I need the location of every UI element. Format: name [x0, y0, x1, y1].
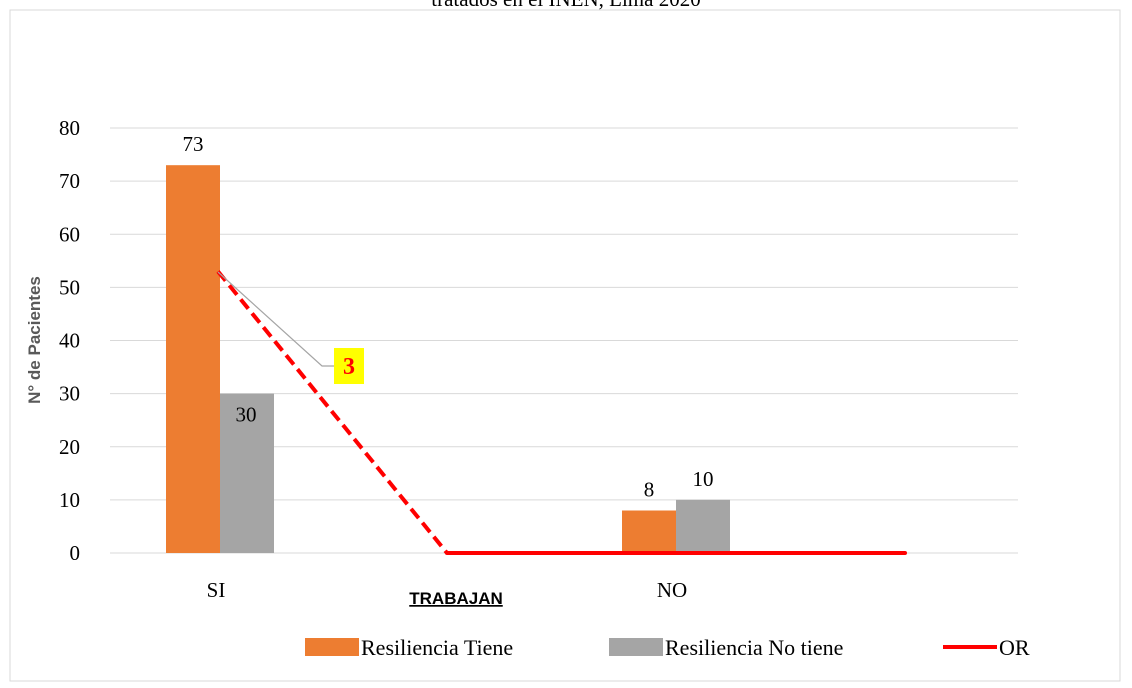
y-tick-label-50: 50: [59, 275, 80, 299]
bar-no-series-0: [622, 510, 676, 553]
legend-swatch-tiene: [305, 638, 359, 656]
bar-no-series-1: [676, 499, 730, 553]
y-tick-label-10: 10: [59, 488, 80, 512]
y-axis-title: N° de Pacientes: [25, 276, 44, 404]
bar-label-no-series-0: 8: [644, 478, 655, 502]
x-axis-title: TRABAJAN: [409, 589, 503, 608]
bar-data-labels: 73 8 30 10: [183, 132, 714, 501]
y-tick-label-40: 40: [59, 329, 80, 353]
x-tick-label-si: SI: [207, 578, 226, 602]
x-tick-label-no: NO: [657, 578, 687, 602]
legend-swatch-no-tiene: [609, 638, 663, 656]
y-axis-ticks: 0 10 20 30 40 50 60 70 80: [59, 116, 80, 565]
bar-label-no-series-1: 10: [693, 467, 714, 491]
bars: [166, 165, 730, 553]
or-line-dashed-segment: [216, 270, 449, 555]
y-tick-label-20: 20: [59, 435, 80, 459]
x-axis-ticks: SI NO: [207, 578, 688, 602]
bar-si-series-1: [220, 393, 274, 553]
annotation-box: [334, 348, 364, 384]
bar-label-si-series-0: 73: [183, 132, 204, 156]
y-tick-label-30: 30: [59, 382, 80, 406]
chart-title: tratados en el INEN, Lima 2020: [431, 0, 700, 11]
y-tick-label-80: 80: [59, 116, 80, 140]
annotation-text: 3: [343, 354, 355, 380]
annotation-leader-line: [217, 271, 334, 367]
y-tick-label-0: 0: [70, 541, 81, 565]
legend-label-tiene: Resiliencia Tiene: [361, 635, 513, 660]
legend: Resiliencia Tiene Resiliencia No tiene O…: [305, 635, 1030, 660]
or-annotation: 3: [217, 271, 364, 384]
y-tick-label-60: 60: [59, 222, 80, 246]
or-line-series: [216, 270, 907, 555]
legend-label-no-tiene: Resiliencia No tiene: [665, 635, 843, 660]
y-tick-label-70: 70: [59, 169, 80, 193]
bar-label-si-series-1: 30: [236, 403, 257, 427]
bar-si-series-0: [166, 165, 220, 553]
legend-label-or: OR: [999, 635, 1030, 660]
